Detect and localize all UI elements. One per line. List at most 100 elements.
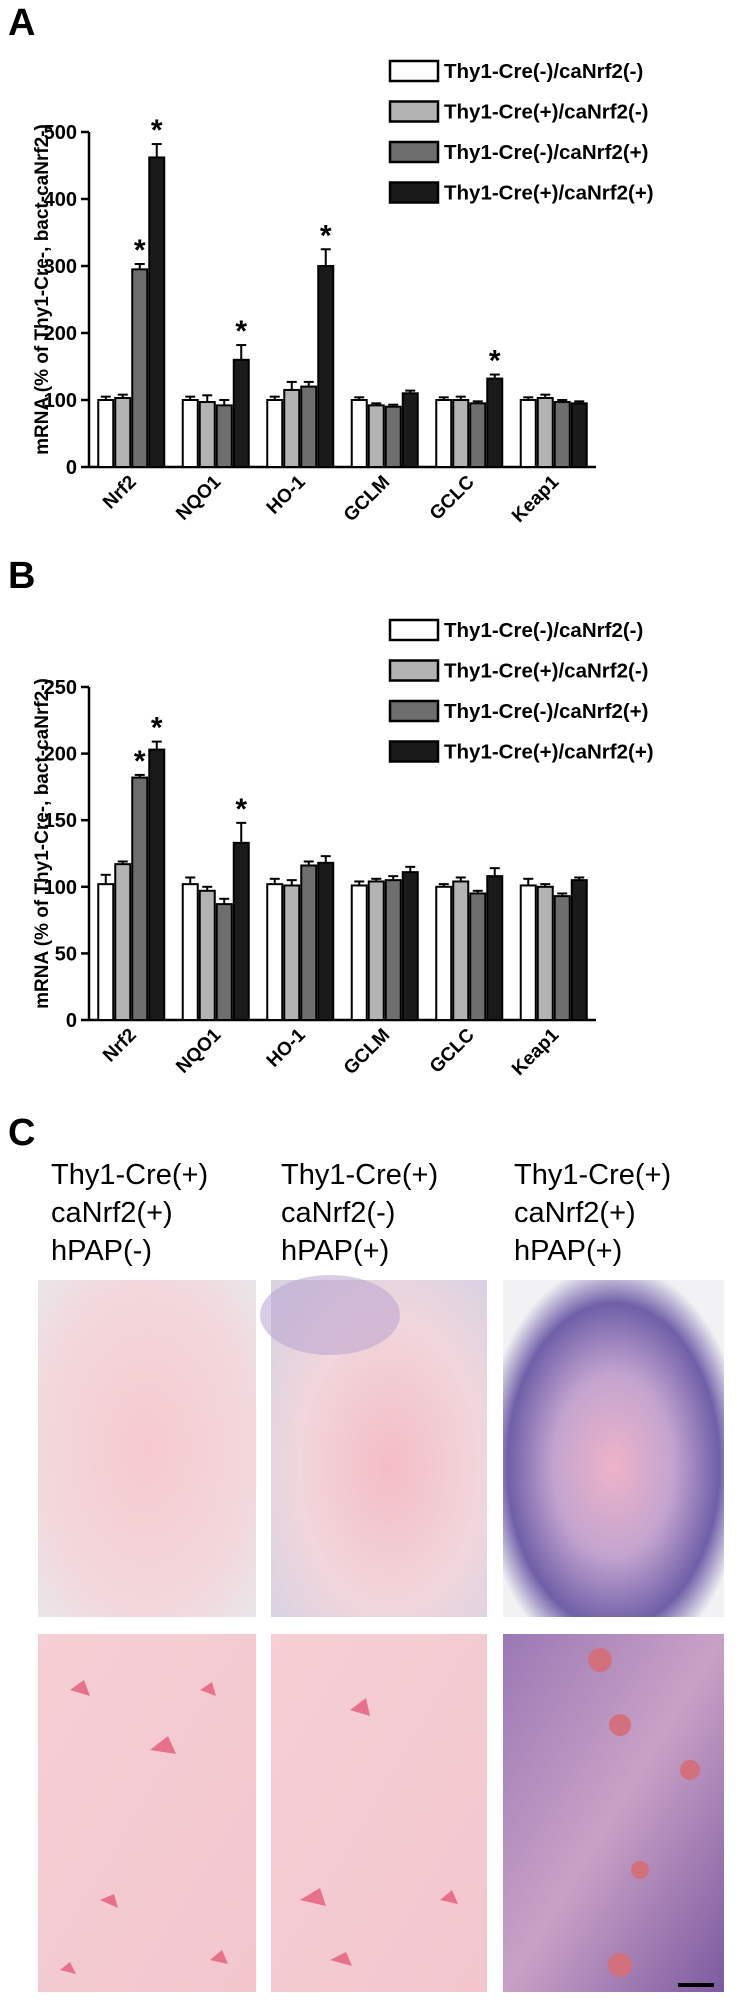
x-tick-label: GCLM <box>340 472 394 526</box>
bar <box>232 841 250 1021</box>
scale-bar <box>678 1983 714 1987</box>
column-header: hPAP(-) <box>51 1235 152 1267</box>
bar <box>283 388 301 469</box>
significance-mark: * <box>151 114 163 147</box>
bar <box>317 861 335 1021</box>
bar <box>350 884 368 1022</box>
bar <box>215 903 233 1022</box>
bar <box>97 883 115 1021</box>
legend-label: Thy1-Cre(-)/caNrf2(+) <box>444 700 648 723</box>
stain-region <box>260 1275 400 1355</box>
bar <box>198 889 216 1022</box>
significance-mark: * <box>134 234 146 267</box>
bar <box>519 884 537 1022</box>
y-tick-label: 50 <box>55 943 77 965</box>
magnified-image <box>271 1634 487 1992</box>
legend-swatch <box>388 618 440 642</box>
bar <box>181 883 199 1021</box>
bar <box>570 402 588 469</box>
bar <box>367 880 385 1021</box>
significance-mark: * <box>320 219 332 252</box>
bar <box>469 402 487 469</box>
column-header: caNrf2(+) <box>514 1197 636 1229</box>
y-tick-label: 0 <box>66 457 77 479</box>
bar <box>536 396 554 468</box>
significance-mark: * <box>151 712 163 745</box>
bar <box>97 399 115 468</box>
bar <box>435 885 453 1021</box>
bar <box>536 885 554 1021</box>
significance-mark: * <box>134 745 146 778</box>
bar <box>317 265 335 468</box>
column-header: Thy1-Cre(+) <box>281 1159 438 1191</box>
column-header: caNrf2(+) <box>51 1197 173 1229</box>
x-tick-label: GCLC <box>426 471 479 524</box>
cells <box>60 1680 458 1974</box>
y-tick-label: 300 <box>44 256 77 278</box>
bar <box>384 879 402 1022</box>
y-tick-label: 400 <box>44 189 77 211</box>
bar <box>435 399 453 468</box>
bar <box>283 884 301 1022</box>
magnified-image <box>38 1634 256 1992</box>
bar <box>553 895 571 1022</box>
x-tick-label: Nrf2 <box>99 472 141 514</box>
legend-label: Thy1-Cre(-)/caNrf2(-) <box>444 60 643 83</box>
legend-swatch <box>388 59 440 83</box>
legend-swatch <box>388 181 440 204</box>
legend-swatch <box>388 100 440 123</box>
column-header: hPAP(+) <box>281 1235 389 1267</box>
y-tick-label: 150 <box>44 810 77 832</box>
bar <box>114 863 132 1021</box>
section-image <box>38 1280 256 1617</box>
bar <box>384 405 402 469</box>
legend-label: Thy1-Cre(+)/caNrf2(-) <box>444 660 648 683</box>
y-axis-label: mRNA (% of Thy1-Cre-, bact-caNrf2-) <box>32 678 53 1009</box>
x-tick-label: NQO1 <box>172 471 225 524</box>
bar <box>266 883 284 1021</box>
bar <box>300 864 318 1021</box>
bar <box>553 401 571 469</box>
bar <box>148 748 166 1021</box>
panel-label: A <box>8 2 35 44</box>
panel-label: B <box>8 555 35 597</box>
bar <box>519 399 537 468</box>
legend-swatch <box>388 659 440 682</box>
bar <box>570 879 588 1022</box>
y-tick-label: 200 <box>44 323 77 345</box>
column-header: Thy1-Cre(+) <box>514 1159 671 1191</box>
magnified-image <box>503 1634 724 1992</box>
bar <box>266 399 284 468</box>
bar <box>452 399 470 468</box>
legend-swatch <box>388 740 440 763</box>
legend-swatch <box>388 140 440 164</box>
cells <box>588 1648 700 1977</box>
y-tick-label: 100 <box>44 877 77 899</box>
section-image <box>503 1280 724 1617</box>
y-tick-label: 200 <box>44 744 77 766</box>
x-tick-label: HO-1 <box>263 1024 310 1071</box>
significance-mark: * <box>489 345 501 378</box>
bar <box>215 404 233 468</box>
column-header: hPAP(+) <box>514 1235 622 1267</box>
y-tick-label: 100 <box>44 390 77 412</box>
panel-label: C <box>8 1112 35 1154</box>
bar <box>486 875 504 1021</box>
significance-mark: * <box>235 315 247 348</box>
x-tick-label: Keap1 <box>508 471 563 526</box>
bar <box>114 396 132 468</box>
y-axis-label: mRNA (% of Thy1-Cre-, bact-caNrf2-) <box>32 124 53 455</box>
legend-label: Thy1-Cre(-)/caNrf2(+) <box>444 141 648 164</box>
bar <box>148 156 166 469</box>
bar <box>486 377 504 468</box>
y-tick-label: 0 <box>66 1010 77 1032</box>
x-tick-label: Nrf2 <box>99 1025 141 1067</box>
legend-swatch <box>388 699 440 723</box>
bar <box>452 880 470 1021</box>
y-tick-label: 250 <box>44 677 77 699</box>
legend-label: Thy1-Cre(+)/caNrf2(+) <box>444 741 654 764</box>
column-header: caNrf2(-) <box>281 1197 395 1229</box>
bar <box>401 871 419 1022</box>
bar <box>198 401 216 469</box>
